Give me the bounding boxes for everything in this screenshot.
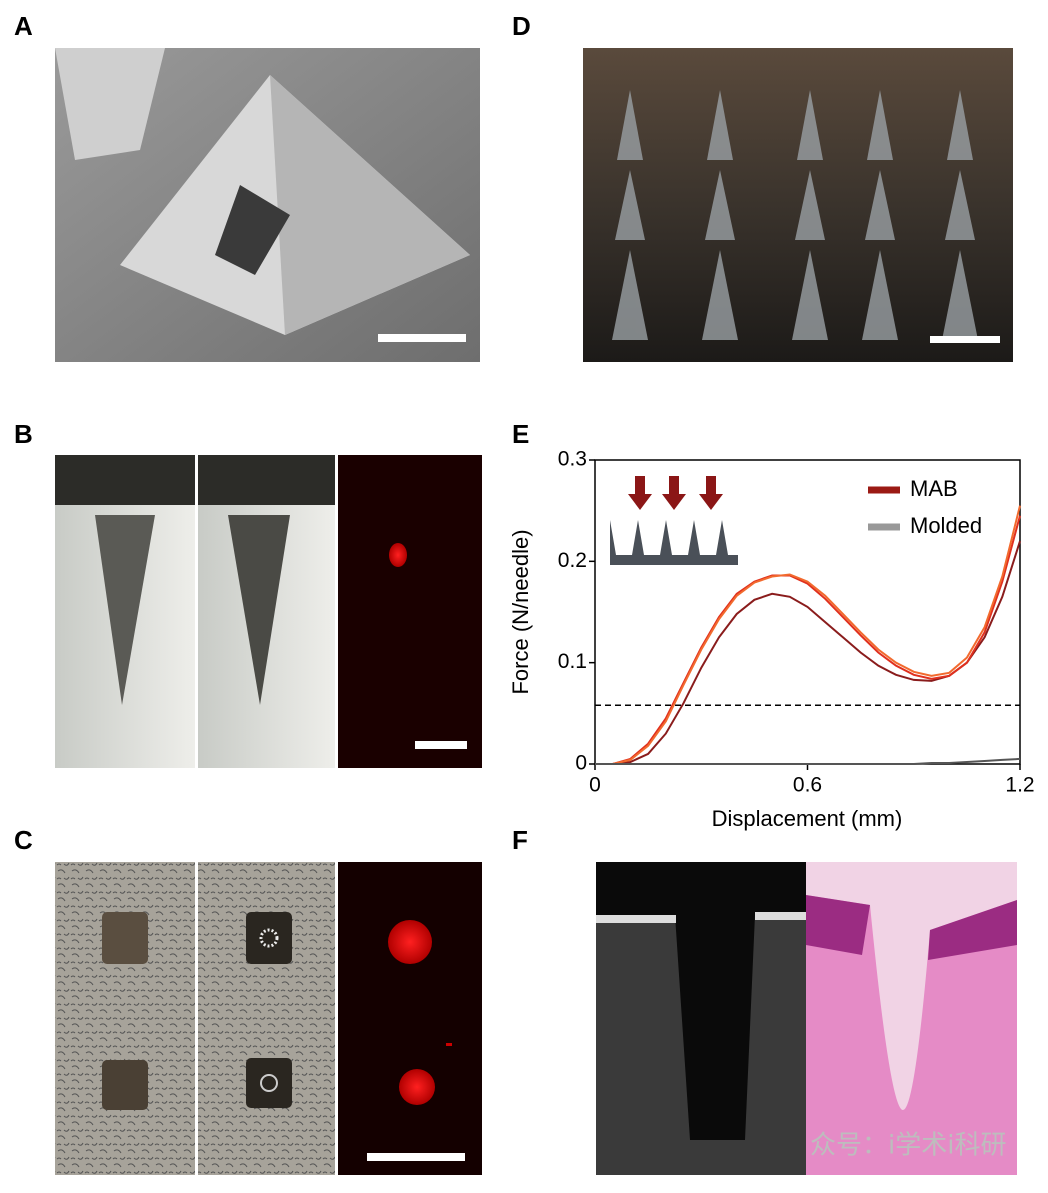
image-a <box>55 48 480 362</box>
legend-label: Molded <box>910 513 982 538</box>
legend-label: MAB <box>910 476 958 501</box>
curve <box>595 515 1021 765</box>
images-c <box>55 862 482 1175</box>
panel-label: E <box>512 419 529 449</box>
panel-label: B <box>14 419 33 449</box>
y-tick-label: 0.2 <box>558 549 587 572</box>
watermark: 众号：i学术i科研 <box>810 1131 1006 1161</box>
inset-icon <box>610 476 738 565</box>
panel-label: F <box>512 825 528 855</box>
images-b <box>55 455 482 768</box>
plot-frame <box>594 459 1021 765</box>
panel-label: A <box>14 11 33 41</box>
curve <box>595 757 1021 765</box>
y-tick-label: 0.1 <box>558 650 587 673</box>
image-d <box>583 48 1013 362</box>
chart: Displacement (mm) Force (N/needle) 0 0.6 1… <box>508 448 1035 831</box>
curve <box>595 505 1021 765</box>
panel-labels: A B C D E F <box>14 11 531 855</box>
x-axis-label: Displacement (mm) <box>712 806 903 831</box>
images-f: 众号：i学术i科研 <box>596 862 1017 1175</box>
y-tick-label: 0.3 <box>558 448 587 471</box>
x-tick-label: 0.6 <box>793 774 822 797</box>
x-tick-label: 1.2 <box>1005 774 1034 797</box>
y-axis-label: Force (N/needle) <box>508 529 533 694</box>
panel-label: D <box>512 11 531 41</box>
y-tick-label: 0 <box>575 752 587 775</box>
x-tick-label: 0 <box>589 774 601 797</box>
panel-label: C <box>14 825 33 855</box>
